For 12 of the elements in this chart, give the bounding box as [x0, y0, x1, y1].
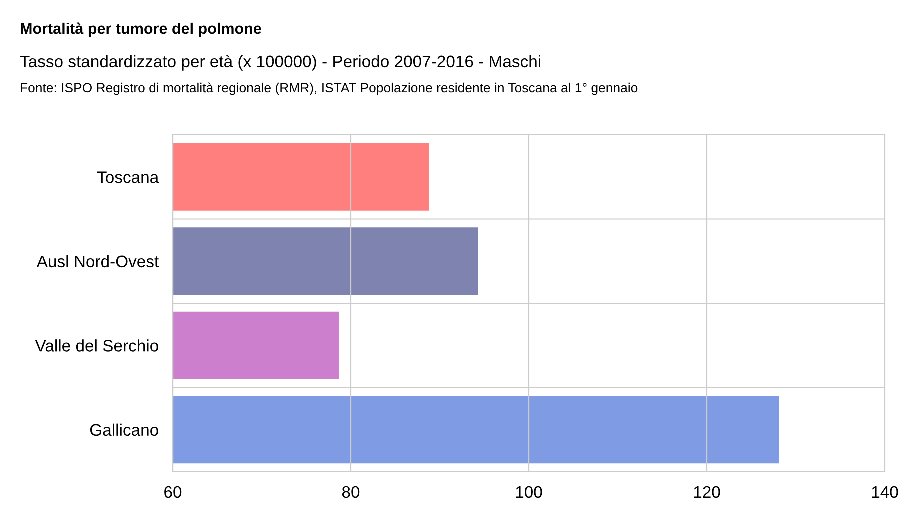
- x-tick-label: 80: [342, 486, 360, 498]
- x-tick-label: 140: [872, 486, 898, 498]
- x-tick-label: 60: [164, 486, 182, 498]
- x-tick-label: 100: [516, 486, 542, 498]
- source-note: Fonte: ISPO Registro di mortalità regionale (RMR), ISTAT Popolazione residente in Toscana al 1° gennaio: [21, 82, 638, 96]
- y-tick-label: Valle del Serchio: [35, 340, 158, 352]
- chart-title: Mortalità per tumore del polmone: [21, 22, 262, 38]
- y-tick-label: Ausl Nord-Ovest: [36, 255, 159, 268]
- y-tick-label: Toscana: [97, 172, 160, 184]
- chart-subtitle: Tasso standardizzato per età (x 100000) - Periodo 2007-2016 - Maschi: [20, 55, 540, 71]
- x-tick-label: 120: [694, 486, 720, 498]
- y-tick-label: Gallicano: [90, 424, 158, 436]
